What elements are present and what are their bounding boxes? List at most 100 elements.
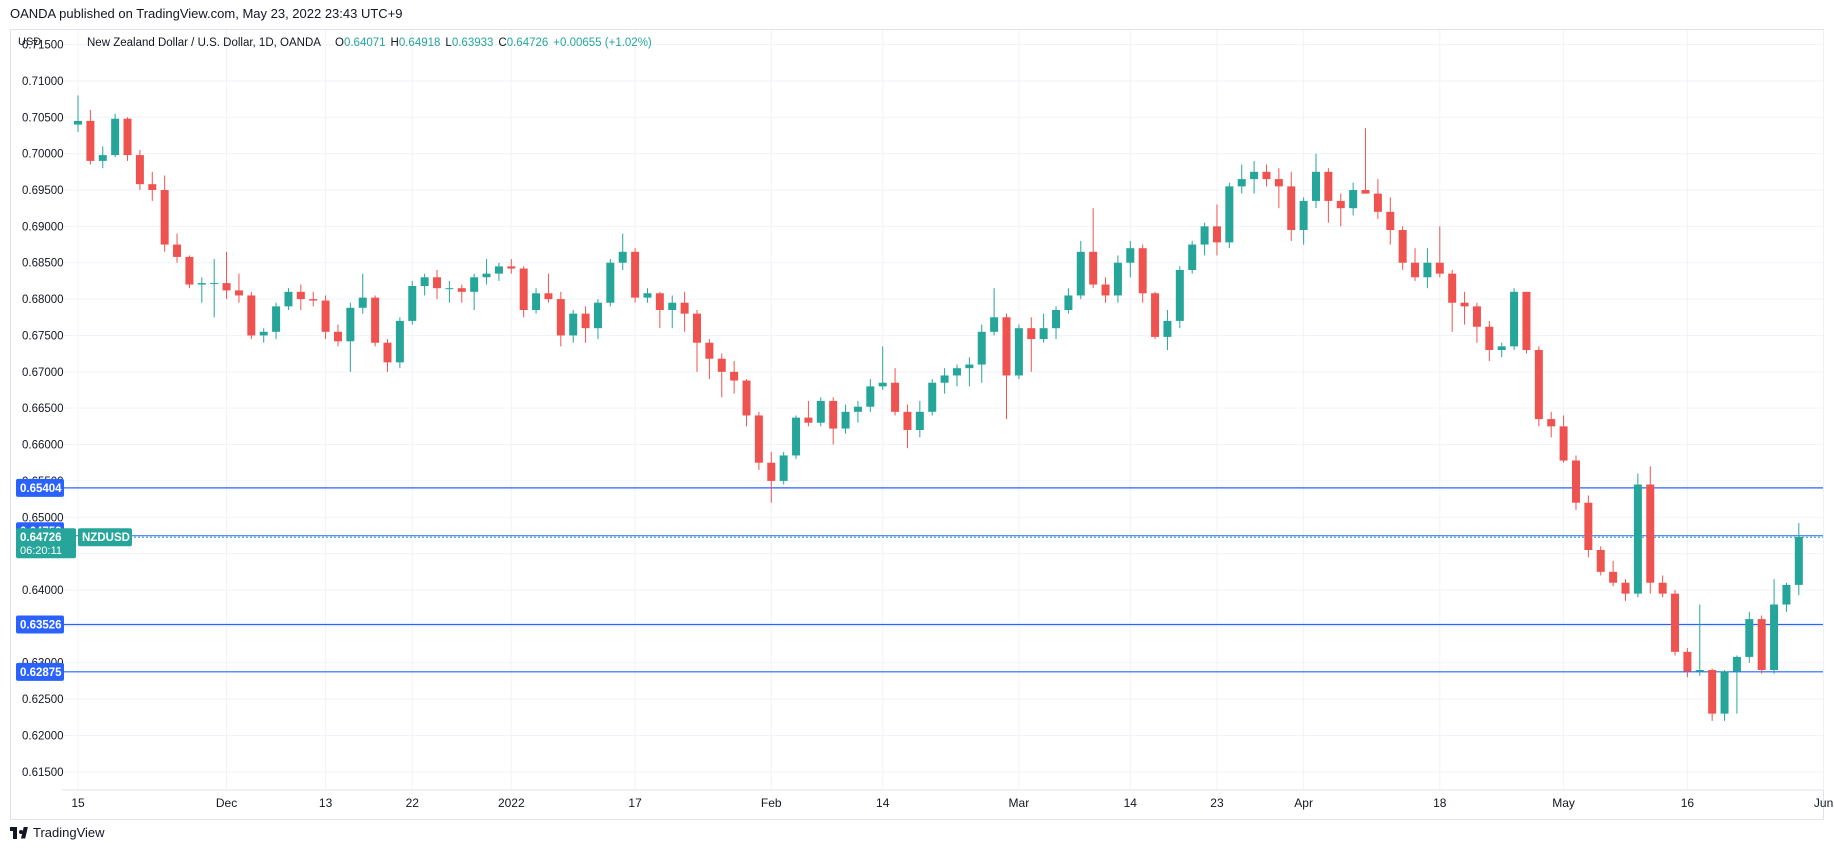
candle-body[interactable] bbox=[1014, 328, 1023, 376]
candle-body[interactable] bbox=[457, 288, 466, 292]
candle-body[interactable] bbox=[1695, 670, 1704, 672]
candle-body[interactable] bbox=[1113, 262, 1122, 296]
candle-body[interactable] bbox=[1423, 262, 1432, 278]
candle-body[interactable] bbox=[1163, 320, 1172, 337]
candle-body[interactable] bbox=[977, 331, 986, 365]
candle-body[interactable] bbox=[754, 415, 763, 463]
candle-body[interactable] bbox=[1039, 328, 1048, 340]
candle-body[interactable] bbox=[878, 382, 887, 387]
candle-body[interactable] bbox=[606, 262, 615, 303]
candle-body[interactable] bbox=[1373, 193, 1382, 212]
candle-body[interactable] bbox=[86, 120, 95, 161]
candle-body[interactable] bbox=[1336, 200, 1345, 209]
candle-body[interactable] bbox=[420, 277, 429, 286]
candle-body[interactable] bbox=[1027, 328, 1036, 340]
candle-body[interactable] bbox=[1435, 262, 1444, 274]
candle-body[interactable] bbox=[1188, 244, 1197, 270]
candle-body[interactable] bbox=[569, 313, 578, 336]
candle-body[interactable] bbox=[593, 302, 602, 329]
candle-body[interactable] bbox=[1534, 350, 1543, 420]
candle-body[interactable] bbox=[1745, 619, 1754, 657]
candle-body[interactable] bbox=[1720, 671, 1729, 714]
candle-body[interactable] bbox=[494, 266, 503, 274]
candle-body[interactable] bbox=[1287, 186, 1296, 230]
candle-body[interactable] bbox=[915, 411, 924, 430]
candle-body[interactable] bbox=[173, 244, 182, 257]
candle-body[interactable] bbox=[1497, 346, 1506, 350]
candle-body[interactable] bbox=[148, 184, 157, 190]
candle-body[interactable] bbox=[259, 331, 268, 336]
candle-body[interactable] bbox=[1324, 171, 1333, 201]
candle-body[interactable] bbox=[1732, 656, 1741, 672]
candle-body[interactable] bbox=[482, 273, 491, 278]
candle-body[interactable] bbox=[544, 293, 553, 300]
candle-body[interactable] bbox=[1547, 419, 1556, 427]
candle-body[interactable] bbox=[1633, 484, 1642, 594]
candle-body[interactable] bbox=[1138, 248, 1147, 294]
candle-body[interactable] bbox=[1472, 306, 1481, 327]
candle-body[interactable] bbox=[1151, 293, 1160, 337]
candle-body[interactable] bbox=[1596, 550, 1605, 572]
candle-body[interactable] bbox=[903, 411, 912, 430]
candle-body[interactable] bbox=[98, 155, 107, 161]
candle-body[interactable] bbox=[928, 382, 937, 412]
candle-body[interactable] bbox=[556, 299, 565, 336]
candle-body[interactable] bbox=[284, 291, 293, 307]
candle-body[interactable] bbox=[1448, 273, 1457, 303]
candle-body[interactable] bbox=[1212, 226, 1221, 243]
candle-body[interactable] bbox=[371, 297, 380, 343]
candle-body[interactable] bbox=[1349, 190, 1358, 209]
candle-body[interactable] bbox=[321, 300, 330, 332]
candle-body[interactable] bbox=[1510, 291, 1519, 347]
candle-body[interactable] bbox=[1794, 536, 1803, 585]
candle-body[interactable] bbox=[1559, 426, 1568, 461]
candle-body[interactable] bbox=[1646, 484, 1655, 583]
candle-body[interactable] bbox=[767, 462, 776, 481]
candle-body[interactable] bbox=[730, 371, 739, 381]
candle-body[interactable] bbox=[1770, 604, 1779, 670]
candle-body[interactable] bbox=[1237, 179, 1246, 187]
candle-body[interactable] bbox=[507, 266, 516, 269]
candle-body[interactable] bbox=[1076, 251, 1085, 296]
candle-body[interactable] bbox=[247, 295, 256, 336]
candle-body[interactable] bbox=[1361, 190, 1370, 194]
candle-body[interactable] bbox=[358, 297, 367, 308]
candle-body[interactable] bbox=[1002, 317, 1011, 376]
candle-body[interactable] bbox=[433, 277, 442, 289]
candle-body[interactable] bbox=[1522, 291, 1531, 350]
candle-body[interactable] bbox=[1708, 670, 1717, 714]
candle-body[interactable] bbox=[1064, 295, 1073, 310]
candle-body[interactable] bbox=[1398, 230, 1407, 263]
candle-body[interactable] bbox=[581, 313, 590, 329]
candle-body[interactable] bbox=[1584, 502, 1593, 550]
candle-body[interactable] bbox=[1609, 571, 1618, 583]
candle-body[interactable] bbox=[111, 118, 120, 156]
candle-body[interactable] bbox=[1621, 582, 1630, 594]
candle-body[interactable] bbox=[408, 286, 417, 321]
candle-body[interactable] bbox=[792, 417, 801, 456]
candle-body[interactable] bbox=[705, 342, 714, 359]
candle-body[interactable] bbox=[804, 417, 813, 423]
candle-body[interactable] bbox=[519, 268, 528, 310]
candle-body[interactable] bbox=[1052, 310, 1061, 329]
candle-body[interactable] bbox=[779, 455, 788, 481]
candle-body[interactable] bbox=[1175, 270, 1184, 321]
candle-body[interactable] bbox=[1411, 262, 1420, 278]
candle-body[interactable] bbox=[296, 291, 305, 300]
candle-body[interactable] bbox=[74, 120, 82, 125]
candle-body[interactable] bbox=[1250, 171, 1259, 180]
candle-body[interactable] bbox=[395, 320, 404, 363]
candle-body[interactable] bbox=[1299, 200, 1308, 230]
candle-body[interactable] bbox=[853, 406, 862, 412]
candle-body[interactable] bbox=[470, 277, 479, 292]
candle-body[interactable] bbox=[866, 386, 875, 407]
candle-body[interactable] bbox=[1274, 179, 1283, 187]
candle-body[interactable] bbox=[197, 283, 206, 285]
candle-body[interactable] bbox=[346, 307, 355, 342]
candle-body[interactable] bbox=[816, 400, 825, 423]
candle-body[interactable] bbox=[1262, 171, 1271, 180]
candle-body[interactable] bbox=[668, 302, 677, 310]
candle-body[interactable] bbox=[1671, 593, 1680, 652]
candle-body[interactable] bbox=[829, 400, 838, 429]
